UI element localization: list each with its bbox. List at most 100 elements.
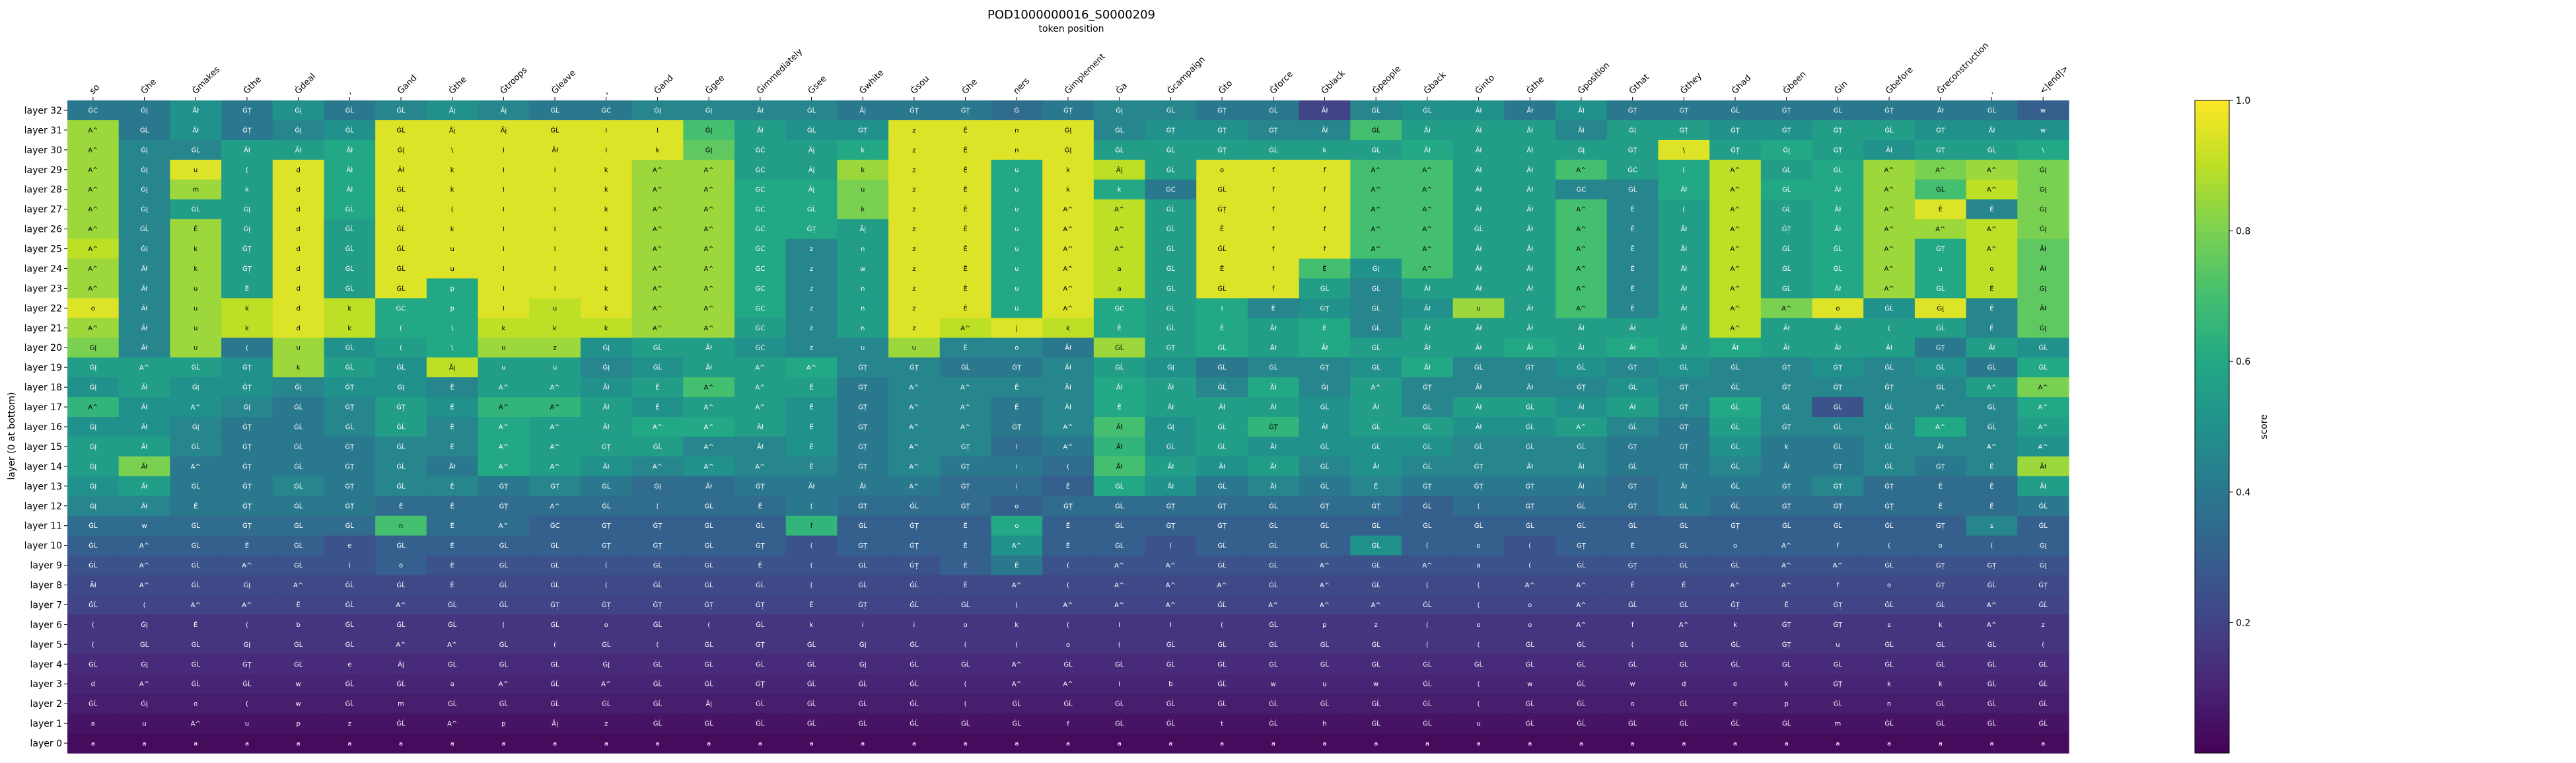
cell-label: ĠȚ: [910, 541, 919, 550]
cell-label: i: [862, 622, 864, 629]
cell-label: ĠĹ: [396, 462, 406, 470]
cell-label: ĠĮ: [602, 363, 610, 372]
cell-label: ĠĹ: [1166, 106, 1176, 114]
heatmap-cell: [1812, 377, 1864, 398]
heatmap-cell: [939, 634, 992, 655]
cell-label: Ê: [450, 423, 454, 431]
cell-label: a: [553, 741, 557, 748]
heatmap-cell: [1350, 476, 1402, 497]
heatmap-cell: [580, 159, 633, 180]
cell-label: ĠȚ: [858, 501, 868, 510]
heatmap-cell: [785, 495, 838, 517]
heatmap-cell: [1812, 318, 1864, 338]
heatmap-cell: [1812, 713, 1864, 734]
heatmap-cell: [1196, 179, 1248, 200]
cell-label: ĠȚ: [1217, 521, 1227, 530]
cell-label: Ăł: [192, 126, 199, 134]
heatmap-cell: [1863, 694, 1915, 714]
heatmap-cell: [683, 535, 735, 556]
heatmap-cell: [580, 397, 633, 418]
cell-label: A^: [88, 404, 98, 412]
cell-label: k: [347, 305, 351, 312]
heatmap-cell: [1350, 318, 1402, 338]
heatmap-cell: [67, 318, 120, 338]
heatmap-cell: [1760, 199, 1813, 220]
heatmap-cell: [170, 436, 222, 457]
heatmap-cell: [478, 733, 530, 754]
cell-label: ĠĹ: [1731, 423, 1740, 431]
colorbar-tick-label: 0.8: [2236, 227, 2250, 237]
cell-label: ĠĹ: [1936, 640, 1945, 649]
cell-label: ĠĹ: [396, 363, 406, 372]
cell-label: o: [1528, 622, 1532, 629]
heatmap-cell: [2017, 258, 2069, 279]
y-tick-label: layer 29: [24, 165, 62, 176]
heatmap-cell: [1863, 476, 1915, 497]
cell-label: Ăł: [141, 304, 148, 312]
cell-label: ĠȚ: [242, 482, 252, 490]
cell-label: ĠĹ: [345, 423, 355, 431]
heatmap-cell: [1145, 159, 1197, 180]
cell-label: ĠĹ: [1680, 501, 1689, 510]
cell-label: ĠĹ: [1320, 284, 1330, 293]
cell-label: k: [604, 266, 608, 273]
cell-label: I: [554, 206, 556, 213]
cell-label: ĠĹ: [807, 700, 816, 708]
heatmap-cell: [991, 495, 1043, 517]
x-tick-label: Ġimmediately: [754, 46, 805, 96]
cell-label: ĠĹ: [396, 284, 406, 293]
cell-label: ĠĹ: [1628, 719, 1637, 728]
heatmap-cell: [1709, 258, 1762, 279]
cell-label: ĠĹ: [1166, 324, 1176, 332]
cell-label: ĠĹ: [192, 680, 201, 688]
heatmap-cell: [426, 694, 479, 714]
cell-label: Ê: [963, 561, 967, 569]
heatmap-cell: [939, 238, 992, 260]
heatmap-cell: [324, 476, 376, 497]
heatmap-cell: [1145, 515, 1197, 536]
cell-label: ĠĹ: [756, 660, 765, 669]
heatmap-cell: [1452, 397, 1505, 418]
cell-label: Ăł: [705, 344, 712, 352]
cell-label: ĠĹ: [1320, 482, 1330, 490]
heatmap-cell: [1606, 179, 1659, 200]
cell-label: I: [554, 166, 556, 174]
heatmap-cell: [1452, 476, 1505, 497]
heatmap-cell: [1504, 436, 1556, 457]
heatmap-cell: [2017, 555, 2069, 576]
heatmap-cell: [580, 654, 633, 674]
cell-label: (: [1067, 463, 1069, 470]
cell-label: ĠĹ: [1423, 403, 1432, 412]
heatmap-cell: [1966, 338, 2018, 358]
heatmap-cell: [426, 377, 479, 398]
cell-label: Ê: [1989, 462, 1993, 470]
cell-label: ĠĹ: [1166, 700, 1176, 708]
heatmap-cell: [1863, 179, 1915, 200]
heatmap-cell: [478, 258, 530, 279]
cell-label: ĠĹ: [653, 680, 662, 688]
heatmap-cell: [785, 139, 838, 161]
heatmap-cell: [1812, 357, 1864, 378]
heatmap-cell: [272, 179, 325, 200]
heatmap-cell: [734, 120, 787, 141]
heatmap-cell: [221, 535, 273, 556]
heatmap-cell: [1042, 377, 1094, 398]
heatmap-cell: [1402, 614, 1454, 635]
cell-label: p: [450, 285, 454, 293]
heatmap-cell: [1658, 476, 1710, 497]
heatmap-cell: [1606, 100, 1659, 121]
heatmap-cell: [837, 377, 889, 398]
cell-label: A^: [550, 463, 559, 470]
heatmap-cell: [580, 357, 633, 378]
heatmap-cell: [1812, 495, 1864, 517]
cell-label: ĠĹ: [1577, 680, 1586, 688]
heatmap-cell: [888, 318, 941, 338]
y-tick-label: layer 32: [24, 106, 62, 116]
cell-label: ĠĹ: [396, 680, 406, 688]
heatmap-cell: [1863, 575, 1915, 596]
cell-label: ĠȚ: [242, 383, 252, 392]
cell-label: (: [92, 622, 94, 629]
heatmap-cell: [1658, 674, 1710, 694]
cell-label: w: [1271, 681, 1276, 688]
heatmap-cell: [1863, 674, 1915, 694]
